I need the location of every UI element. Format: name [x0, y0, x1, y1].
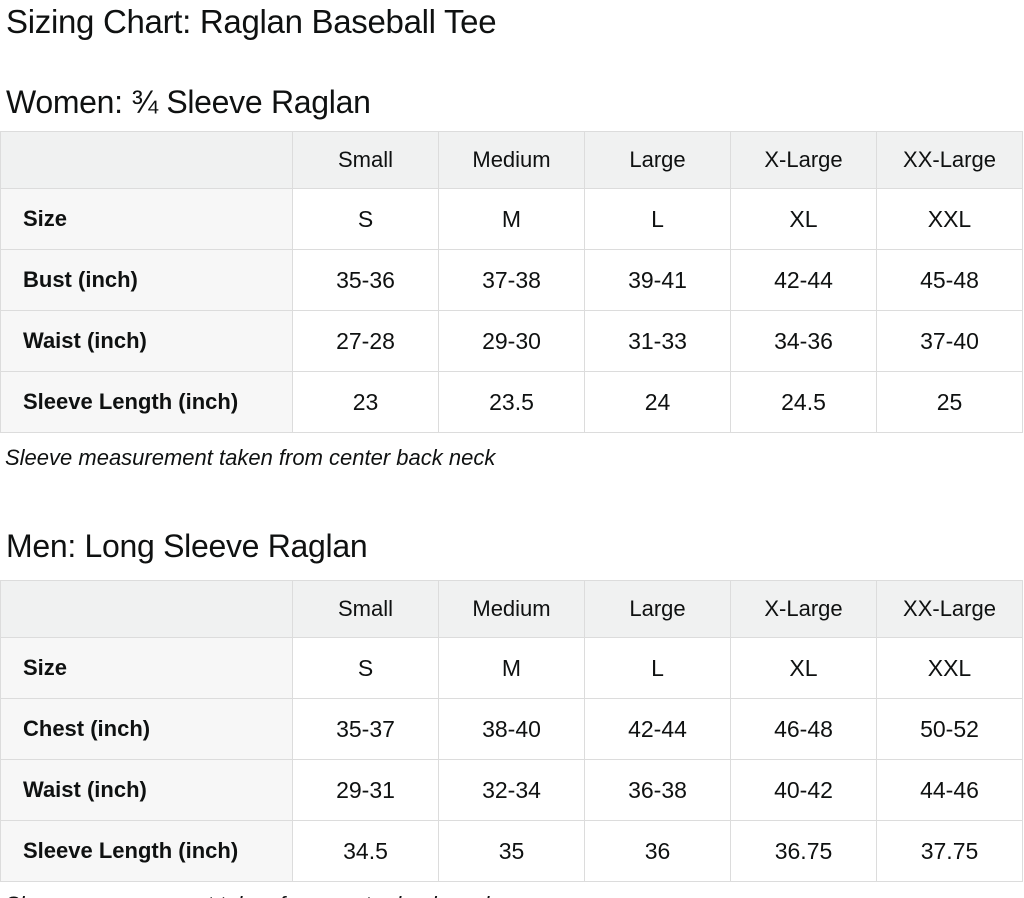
- table-cell: 23: [292, 371, 439, 433]
- table-cell: 37-40: [876, 310, 1023, 372]
- women-header-row: Small Medium Large X-Large XX-Large: [0, 131, 1023, 189]
- col-header-xx-large: XX-Large: [876, 580, 1023, 638]
- row-label-size: Size: [0, 188, 293, 250]
- table-cell: 27-28: [292, 310, 439, 372]
- men-size-table: Small Medium Large X-Large XX-Large Size…: [0, 580, 1023, 882]
- men-row-sleeve-length: Sleeve Length (inch) 34.5 35 36 36.75 37…: [0, 820, 1023, 882]
- col-header-small: Small: [292, 580, 439, 638]
- row-label-size: Size: [0, 637, 293, 699]
- table-cell: 44-46: [876, 759, 1023, 821]
- table-cell: 29-31: [292, 759, 439, 821]
- col-header-xx-large: XX-Large: [876, 131, 1023, 189]
- table-cell: 24.5: [730, 371, 877, 433]
- table-cell: 23.5: [438, 371, 585, 433]
- table-cell: 37-38: [438, 249, 585, 311]
- row-label-bust: Bust (inch): [0, 249, 293, 311]
- men-header-row: Small Medium Large X-Large XX-Large: [0, 580, 1023, 638]
- table-cell: M: [438, 637, 585, 699]
- table-cell: 31-33: [584, 310, 731, 372]
- col-header-large: Large: [584, 580, 731, 638]
- page-title: Sizing Chart: Raglan Baseball Tee: [6, 3, 497, 40]
- table-cell: 50-52: [876, 698, 1023, 760]
- table-cell: 24: [584, 371, 731, 433]
- table-cell: S: [292, 188, 439, 250]
- women-size-table: Small Medium Large X-Large XX-Large Size…: [0, 131, 1023, 433]
- women-row-waist: Waist (inch) 27-28 29-30 31-33 34-36 37-…: [0, 310, 1023, 372]
- table-cell: 36-38: [584, 759, 731, 821]
- women-row-size: Size S M L XL XXL: [0, 188, 1023, 250]
- col-header-x-large: X-Large: [730, 131, 877, 189]
- table-cell: 45-48: [876, 249, 1023, 311]
- table-cell: 42-44: [584, 698, 731, 760]
- table-cell: 42-44: [730, 249, 877, 311]
- row-label-waist: Waist (inch): [0, 310, 293, 372]
- table-cell: 40-42: [730, 759, 877, 821]
- women-row-bust: Bust (inch) 35-36 37-38 39-41 42-44 45-4…: [0, 249, 1023, 311]
- table-cell: L: [584, 188, 731, 250]
- row-label-sleeve-length: Sleeve Length (inch): [0, 371, 293, 433]
- col-header-x-large: X-Large: [730, 580, 877, 638]
- corner-cell: [0, 131, 293, 189]
- table-cell: XL: [730, 188, 877, 250]
- row-label-sleeve-length: Sleeve Length (inch): [0, 820, 293, 882]
- women-section-heading: Women: ¾ Sleeve Raglan: [6, 84, 371, 120]
- table-cell: 36.75: [730, 820, 877, 882]
- men-section-heading: Men: Long Sleeve Raglan: [6, 528, 368, 564]
- col-header-medium: Medium: [438, 580, 585, 638]
- women-sleeve-note: Sleeve measurement taken from center bac…: [5, 445, 496, 470]
- table-cell: XL: [730, 637, 877, 699]
- men-sleeve-note: Sleeve measurement taken from center bac…: [0, 891, 1024, 898]
- table-cell: 34.5: [292, 820, 439, 882]
- table-cell: 32-34: [438, 759, 585, 821]
- women-row-sleeve-length: Sleeve Length (inch) 23 23.5 24 24.5 25: [0, 371, 1023, 433]
- men-row-chest: Chest (inch) 35-37 38-40 42-44 46-48 50-…: [0, 698, 1023, 760]
- table-cell: 35: [438, 820, 585, 882]
- men-row-waist: Waist (inch) 29-31 32-34 36-38 40-42 44-…: [0, 759, 1023, 821]
- table-cell: 38-40: [438, 698, 585, 760]
- table-cell: 35-36: [292, 249, 439, 311]
- table-cell: 46-48: [730, 698, 877, 760]
- table-cell: S: [292, 637, 439, 699]
- table-cell: 35-37: [292, 698, 439, 760]
- men-row-size: Size S M L XL XXL: [0, 637, 1023, 699]
- table-cell: XXL: [876, 637, 1023, 699]
- table-cell: 29-30: [438, 310, 585, 372]
- table-cell: M: [438, 188, 585, 250]
- corner-cell: [0, 580, 293, 638]
- table-cell: 25: [876, 371, 1023, 433]
- table-cell: 39-41: [584, 249, 731, 311]
- col-header-large: Large: [584, 131, 731, 189]
- table-cell: XXL: [876, 188, 1023, 250]
- col-header-medium: Medium: [438, 131, 585, 189]
- row-label-waist: Waist (inch): [0, 759, 293, 821]
- women-section: Women: ¾ Sleeve Raglan Small Medium Larg…: [0, 84, 1024, 471]
- row-label-chest: Chest (inch): [0, 698, 293, 760]
- men-section: Men: Long Sleeve Raglan Small Medium Lar…: [0, 528, 1024, 898]
- table-cell: 37.75: [876, 820, 1023, 882]
- table-cell: 36: [584, 820, 731, 882]
- table-cell: L: [584, 637, 731, 699]
- table-cell: 34-36: [730, 310, 877, 372]
- col-header-small: Small: [292, 131, 439, 189]
